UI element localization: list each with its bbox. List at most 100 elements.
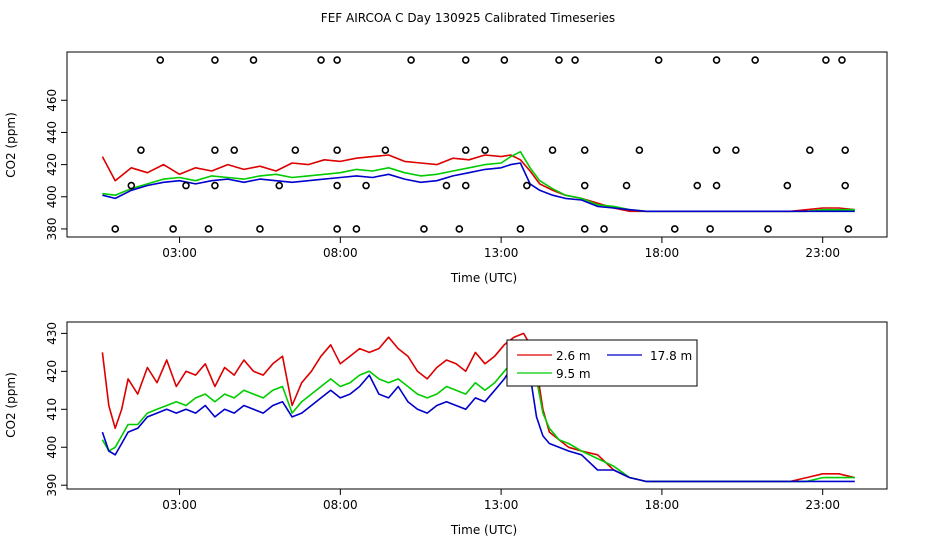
sample-point <box>249 56 258 64</box>
series-group <box>101 332 855 483</box>
sample-point <box>211 146 219 154</box>
sample-point <box>156 56 165 64</box>
sample-point <box>291 146 300 154</box>
x-axis-label: Time (UTC) <box>450 523 517 537</box>
series-line-17-8-m <box>102 162 855 213</box>
sample-point <box>844 225 853 233</box>
y-axis-label: CO2 (ppm) <box>4 112 18 178</box>
x-tick-label: 18:00 <box>645 246 680 260</box>
legend: 2.6 m 17.8 m 9.5 m <box>506 339 698 387</box>
sample-point <box>706 225 714 233</box>
sample-point <box>670 225 679 233</box>
legend-label-9-5m: 9.5 m <box>556 367 591 381</box>
y-tick-label: 460 <box>45 89 59 112</box>
sample-point <box>317 56 325 64</box>
x-axis-label: Time (UTC) <box>450 271 517 285</box>
y-tick-label: 440 <box>45 121 59 144</box>
x-tick-label: 03:00 <box>162 498 197 512</box>
y-tick-label: 390 <box>45 474 59 497</box>
panel-top: 03:00 08:00 13:00 18:00 23:00 380 400 42… <box>4 51 888 285</box>
sample-point <box>712 56 721 64</box>
sample-point <box>600 225 608 233</box>
sample-point <box>352 225 361 233</box>
sample-point <box>516 225 525 233</box>
sample-point <box>751 56 759 64</box>
sample-point <box>548 146 557 154</box>
y-tick-label: 380 <box>45 218 59 241</box>
sample-point <box>333 56 341 64</box>
legend-label-2-6m: 2.6 m <box>556 349 591 363</box>
sample-point <box>806 146 814 154</box>
sample-point <box>461 56 470 64</box>
sample-point <box>381 146 390 154</box>
y-tick-label: 400 <box>45 185 59 208</box>
sample-point <box>838 56 846 64</box>
series-line-9-5-m <box>101 340 855 483</box>
sample-point <box>169 225 177 233</box>
axis-ticks <box>61 99 824 243</box>
y-axis-label: CO2 (ppm) <box>4 372 18 438</box>
sample-markers <box>111 56 853 233</box>
x-tick-label: 08:00 <box>323 498 358 512</box>
sample-point <box>555 56 563 64</box>
sample-point <box>783 181 792 190</box>
x-tick-labels: 03:00 08:00 13:00 18:00 23:00 <box>162 246 840 260</box>
y-tick-labels: 390 400 410 420 430 <box>45 322 59 497</box>
x-tick-label: 03:00 <box>162 246 197 260</box>
sample-point <box>841 181 849 190</box>
sample-point <box>461 146 470 154</box>
sample-point <box>455 225 464 233</box>
sample-point <box>275 181 284 190</box>
sample-point <box>442 181 451 190</box>
sample-point <box>333 146 341 154</box>
sample-point <box>333 181 341 190</box>
sample-point <box>127 181 136 190</box>
sample-point <box>362 181 370 190</box>
x-tick-label: 08:00 <box>323 246 358 260</box>
legend-box <box>506 339 698 387</box>
sample-point <box>111 225 120 233</box>
y-tick-label: 430 <box>45 322 59 345</box>
series-line-9-5-m <box>102 150 855 213</box>
sample-point <box>461 181 470 190</box>
sample-point <box>712 181 721 190</box>
x-tick-labels: 03:00 08:00 13:00 18:00 23:00 <box>162 498 840 512</box>
y-tick-label: 410 <box>45 398 59 421</box>
sample-point <box>732 146 740 154</box>
series-line-2-6-m <box>101 332 855 483</box>
panel-bottom: 03:00 08:00 13:00 18:00 23:00 390 400 41… <box>4 321 888 537</box>
sample-point <box>523 181 531 190</box>
sample-point <box>635 146 644 154</box>
sample-point <box>204 225 213 233</box>
sample-point <box>211 56 219 64</box>
sample-point <box>420 225 428 233</box>
sample-point <box>571 56 579 64</box>
sample-point <box>841 146 849 154</box>
axis-ticks <box>61 332 824 495</box>
plot-frame <box>66 51 888 238</box>
sample-point <box>407 56 415 64</box>
sample-point <box>481 146 489 154</box>
x-tick-label: 18:00 <box>645 498 680 512</box>
sample-point <box>693 181 702 190</box>
y-tick-label: 400 <box>45 436 59 459</box>
series-group <box>101 150 855 213</box>
sample-point <box>764 225 772 233</box>
x-tick-label: 13:00 <box>484 246 519 260</box>
series-line-17-8-m <box>101 362 855 483</box>
sample-point <box>580 181 589 190</box>
y-tick-labels: 380 400 420 440 460 <box>45 89 59 241</box>
sample-point <box>211 181 219 190</box>
sample-point <box>580 146 589 154</box>
y-tick-label: 420 <box>45 360 59 383</box>
sample-point <box>256 225 264 233</box>
sample-point <box>500 56 509 64</box>
y-tick-label: 420 <box>45 153 59 176</box>
sample-point <box>712 146 721 154</box>
x-tick-label: 23:00 <box>805 246 840 260</box>
x-tick-label: 13:00 <box>484 498 519 512</box>
sample-point <box>580 225 589 233</box>
sample-point <box>230 146 239 154</box>
sample-point <box>182 181 190 190</box>
